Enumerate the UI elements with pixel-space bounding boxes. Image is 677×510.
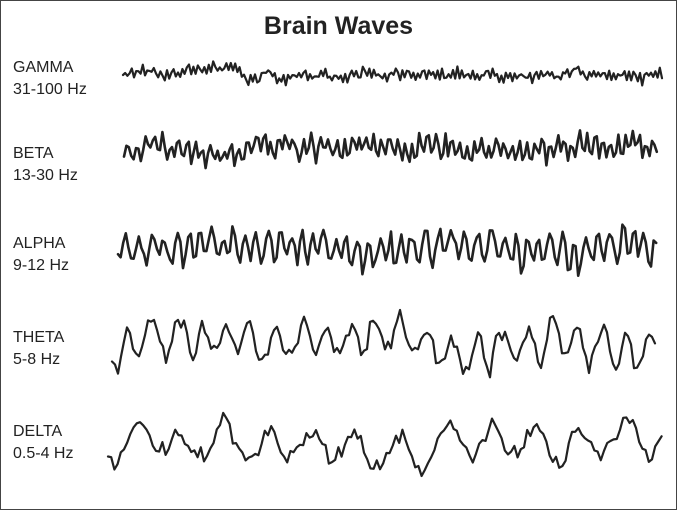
band-label-delta: DELTA 0.5-4 Hz (13, 421, 73, 465)
beta-waveform (122, 129, 659, 170)
band-name: GAMMA (13, 59, 74, 76)
alpha-waveform (116, 223, 658, 277)
diagram-title: Brain Waves (263, 12, 414, 40)
band-name: ALPHA (13, 235, 66, 252)
band-name: BETA (13, 145, 54, 162)
delta-waveform (106, 411, 663, 478)
band-range: 5-8 Hz (13, 351, 61, 368)
band-label-alpha: ALPHA 9-12 Hz (13, 233, 69, 277)
theta-waveform (110, 308, 657, 379)
band-label-gamma: GAMMA 31-100 Hz (13, 57, 87, 101)
band-range: 0.5-4 Hz (13, 445, 74, 462)
band-name: DELTA (13, 423, 63, 440)
gamma-waveform (121, 60, 664, 87)
band-range: 13-30 Hz (13, 167, 78, 184)
band-range: 31-100 Hz (13, 81, 87, 98)
band-name: THETA (13, 329, 65, 346)
band-range: 9-12 Hz (13, 257, 70, 274)
band-label-theta: THETA 5-8 Hz (13, 327, 64, 371)
band-label-beta: BETA 13-30 Hz (13, 143, 78, 187)
